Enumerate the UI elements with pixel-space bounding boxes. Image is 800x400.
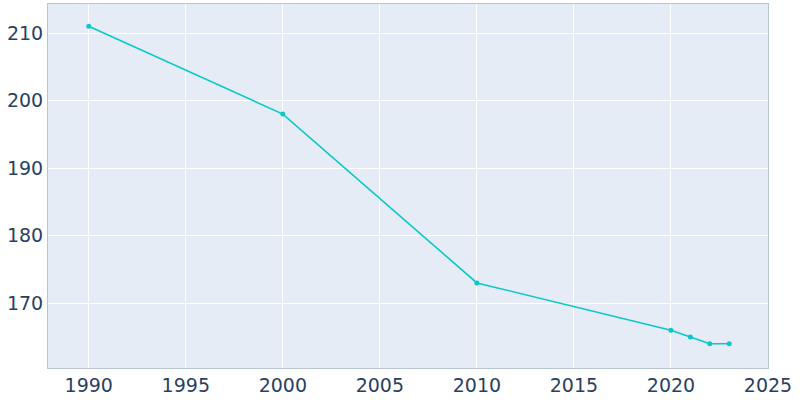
svg-text:2005: 2005 (356, 374, 404, 396)
svg-text:2015: 2015 (550, 374, 598, 396)
svg-text:180: 180 (7, 224, 43, 246)
svg-text:2000: 2000 (259, 374, 307, 396)
svg-text:2025: 2025 (744, 374, 792, 396)
svg-text:210: 210 (7, 22, 43, 44)
svg-text:1995: 1995 (162, 374, 210, 396)
svg-text:2010: 2010 (453, 374, 501, 396)
svg-text:1990: 1990 (65, 374, 113, 396)
svg-text:200: 200 (7, 89, 43, 111)
svg-text:190: 190 (7, 157, 43, 179)
svg-text:2020: 2020 (647, 374, 695, 396)
svg-text:170: 170 (7, 292, 43, 314)
